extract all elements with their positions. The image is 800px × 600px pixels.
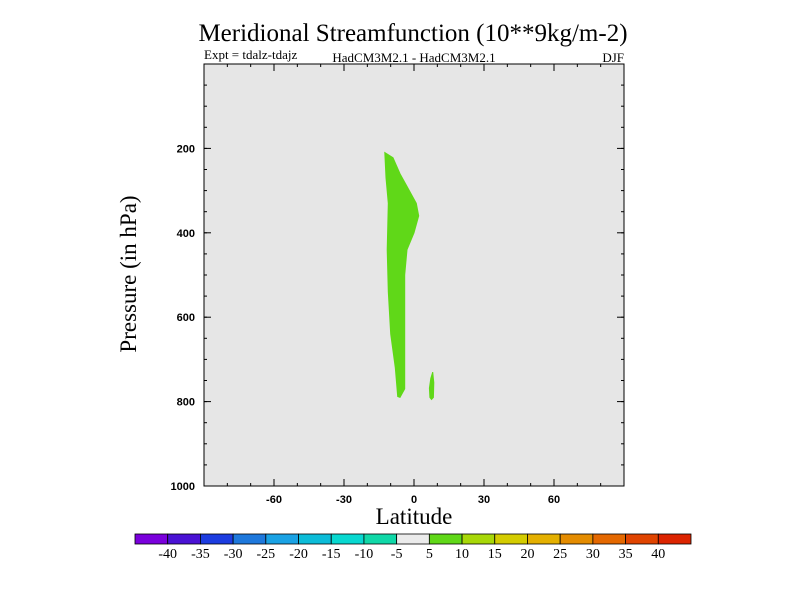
colorbar-label: 25 <box>553 547 567 562</box>
colorbar-label: 35 <box>619 547 633 562</box>
chart-title: Meridional Streamfunction (10**9kg/m-2) <box>198 20 627 47</box>
colorbar-swatch <box>657 533 692 545</box>
positive-5-10-small-cell <box>428 371 435 401</box>
y-tick-label: 1000 <box>171 481 195 493</box>
x-tick-label: 0 <box>411 494 417 506</box>
y-tick-label: 800 <box>177 397 195 409</box>
x-tick-label: 60 <box>548 494 560 506</box>
colorbar-swatch <box>461 533 496 545</box>
colorbar-swatch <box>330 533 365 545</box>
colorbar-label: -15 <box>322 547 341 562</box>
chart-subtitle-center: HadCM3M2.1 - HadCM3M2.1 <box>332 50 495 65</box>
colorbar: -40 -35 -30 -25 -20 -15 -10 -5 5 10 15 20 25 30 35 40 <box>134 533 692 562</box>
y-axis-label: Pressure (in hPa) <box>116 195 141 352</box>
colorbar-label: -30 <box>224 547 243 562</box>
chart-subtitle-right: DJF <box>602 50 624 65</box>
colorbar-swatch <box>134 533 169 545</box>
colorbar-label: -25 <box>256 547 275 562</box>
y-tick-label: 400 <box>177 228 195 240</box>
colorbar-swatch <box>265 533 299 545</box>
y-tick-label: 200 <box>177 143 195 155</box>
y-tick-label: 600 <box>177 312 195 324</box>
colorbar-swatch <box>494 533 528 545</box>
positive-5-10-main-cell <box>384 151 420 399</box>
colorbar-label: -10 <box>355 547 374 562</box>
colorbar-label: 30 <box>586 547 600 562</box>
x-axis-label: Latitude <box>376 504 453 529</box>
colorbar-label: -5 <box>391 547 403 562</box>
colorbar-label: 40 <box>651 547 665 562</box>
colorbar-swatch <box>200 533 234 545</box>
colorbar-swatch <box>527 533 561 545</box>
colorbar-swatch <box>592 533 626 545</box>
colorbar-label: 10 <box>455 547 469 562</box>
x-tick-label: -30 <box>336 494 352 506</box>
colorbar-label: 15 <box>488 547 502 562</box>
colorbar-swatch <box>167 533 201 545</box>
x-tick-label: -60 <box>266 494 282 506</box>
colorbar-swatch <box>298 533 332 545</box>
colorbar-label: -40 <box>158 547 177 562</box>
colorbar-swatch <box>559 533 594 545</box>
chart-subtitle-left: Expt = tdalz-tdajz <box>204 47 297 62</box>
colorbar-label: 20 <box>520 547 534 562</box>
colorbar-label: -35 <box>191 547 210 562</box>
colorbar-swatch <box>396 533 430 545</box>
plot-area: -60 -30 0 30 60 200 400 600 800 1000 <box>171 63 625 506</box>
colorbar-swatch <box>428 533 463 545</box>
x-tick-label: 30 <box>478 494 490 506</box>
colorbar-swatch <box>363 533 398 545</box>
colorbar-label: -20 <box>289 547 308 562</box>
plot-background <box>204 64 624 486</box>
colorbar-swatch <box>625 533 659 545</box>
colorbar-swatch <box>232 533 267 545</box>
colorbar-label: 5 <box>426 547 433 562</box>
